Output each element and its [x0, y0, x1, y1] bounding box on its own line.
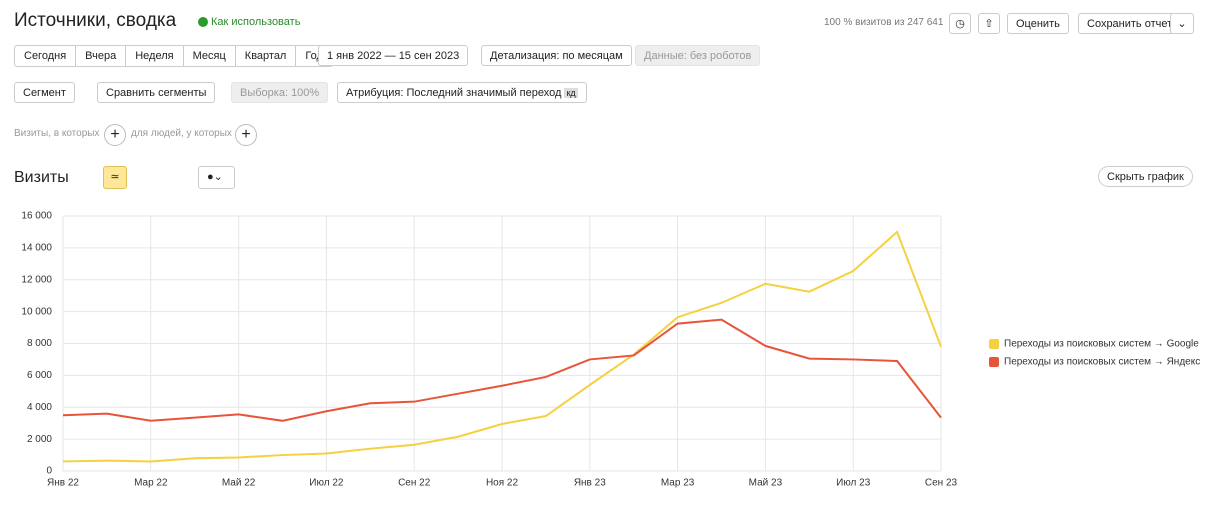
legend-swatch [989, 357, 999, 367]
filter-people: для людей, у которых [131, 128, 232, 139]
compare-button[interactable]: Сравнить сегменты [97, 82, 216, 103]
x-tick-label: Ноя 22 [486, 478, 519, 489]
period-button[interactable]: Сегодня [14, 45, 77, 67]
x-tick-label: Мар 23 [661, 478, 695, 489]
y-tick-label: 8 000 [27, 338, 52, 349]
x-tick-label: Июл 22 [309, 478, 344, 489]
x-tick-label: Май 22 [222, 478, 256, 489]
y-tick-label: 2 000 [27, 434, 52, 445]
x-tick-label: Сен 23 [925, 478, 958, 489]
series-line [62, 318, 942, 422]
period-button[interactable]: Квартал [234, 45, 297, 67]
attribution-badge: кд [564, 88, 578, 98]
page-title: Источники, сводка [14, 10, 177, 31]
date-range[interactable]: 1 янв 2022 — 15 сен 2023 [318, 45, 469, 66]
save-menu[interactable]: ⌄ [1170, 13, 1194, 34]
period-button[interactable]: Вчера [75, 45, 127, 67]
add-filter[interactable]: + [235, 124, 257, 146]
export-button[interactable]: ⇧ [978, 13, 1000, 34]
x-tick-label: Сен 22 [398, 478, 431, 489]
line-chart-toggle[interactable]: ≃ [103, 166, 127, 189]
y-tick-label: 6 000 [27, 370, 52, 381]
legend-swatch [989, 339, 999, 349]
x-tick-label: Июл 23 [836, 478, 871, 489]
x-tick-label: Янв 23 [574, 478, 606, 489]
data-filter[interactable]: Данные: без роботов [635, 45, 761, 66]
y-tick-label: 0 [46, 466, 52, 477]
period-button[interactable]: Месяц [182, 45, 236, 67]
annotations-button[interactable]: ●⌄ [198, 166, 235, 189]
x-tick-label: Май 23 [749, 478, 783, 489]
rate-button[interactable]: Оценить [1007, 13, 1069, 34]
detail-select[interactable]: Детализация: по месяцам [481, 45, 632, 66]
period-button[interactable]: Неделя [125, 45, 184, 67]
chart-title: Визиты [14, 169, 69, 186]
y-tick-label: 16 000 [21, 211, 52, 222]
y-tick-label: 10 000 [21, 306, 52, 317]
x-tick-label: Мар 22 [134, 478, 168, 489]
attribution-text: Атрибуция: Последний значимый переход [346, 87, 562, 99]
segment-button[interactable]: Сегмент [14, 82, 75, 103]
help-link[interactable]: Как использовать [198, 16, 300, 28]
hide-chart[interactable]: Скрыть график [1098, 166, 1193, 187]
legend-label: Переходы из поисковых систем → Google [1004, 339, 1199, 350]
history-button[interactable]: ◷ [949, 13, 971, 34]
save-button[interactable]: Сохранить отчет [1078, 13, 1182, 34]
y-tick-label: 4 000 [27, 402, 52, 413]
chart: 0 2 000 4 000 6 000 8 000 10 000 12 000 14 000 1… [21, 211, 1200, 489]
attribution-select[interactable]: Атрибуция: Последний значимый переход кд [337, 82, 587, 103]
period-group: Сегодня Вчера Неделя Месяц Квартал Год [14, 45, 333, 67]
add-filter[interactable]: + [104, 124, 126, 146]
series-line [62, 230, 942, 463]
x-tick-label: Янв 22 [47, 478, 79, 489]
help-text: Как использовать [211, 16, 301, 28]
sampling-select[interactable]: Выборка: 100% [231, 82, 329, 103]
sample-info: 100 % визитов из 247 641 [824, 17, 944, 28]
y-tick-label: 12 000 [21, 274, 52, 285]
y-tick-label: 14 000 [21, 243, 52, 254]
legend-label: Переходы из поисковых систем → Яндекс [1004, 357, 1200, 368]
filter-visits: Визиты, в которых [14, 128, 100, 139]
